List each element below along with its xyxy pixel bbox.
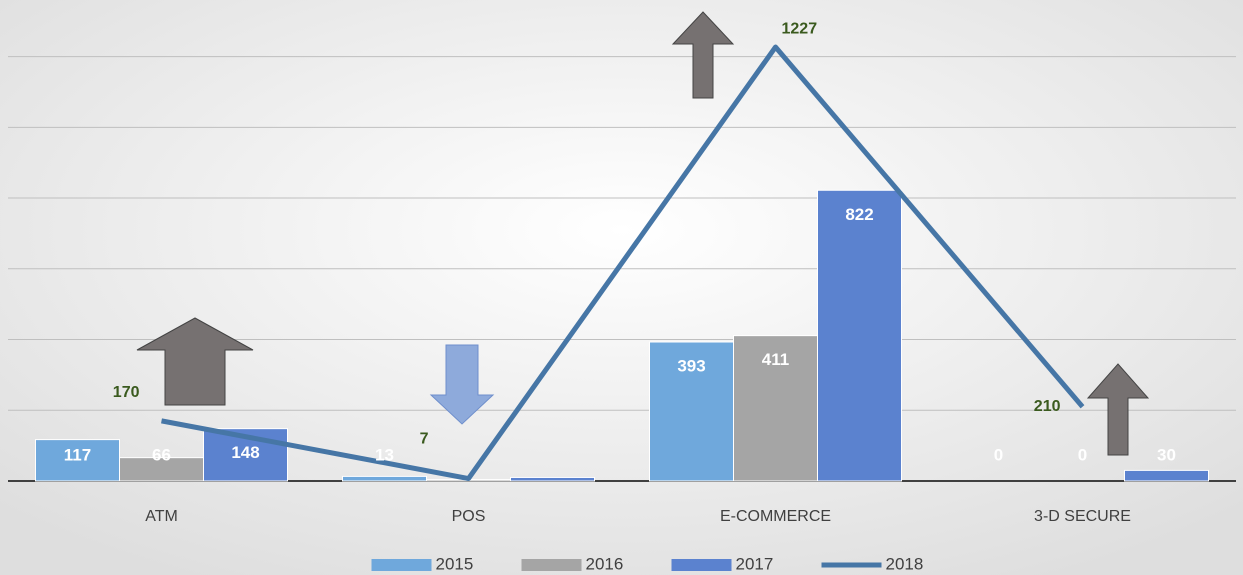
x-tick-label: E-COMMERCE [720,508,831,525]
data-label: 393 [677,356,705,375]
arrows [136,11,1150,456]
bar [203,428,288,482]
legend-swatch [521,559,582,571]
legend-label: 2015 [436,554,474,573]
data-label: 117 [64,445,91,464]
data-label: 822 [845,205,873,224]
data-label: 7 [420,431,429,448]
bar [649,341,734,482]
bar [817,189,902,482]
bar [510,476,595,482]
line [161,44,1085,482]
legend-swatch [371,559,432,571]
data-label: 0 [994,445,1003,464]
bar [1124,469,1209,482]
data-label: 13 [375,445,394,464]
data-label: 66 [152,445,171,464]
legend-label: 2016 [586,554,624,573]
data-label: 411 [762,350,789,369]
data-label: 1227 [782,20,818,37]
data-label: 30 [1157,445,1176,464]
data-label: 210 [1034,398,1061,415]
legend-label: 2017 [736,554,774,573]
bar [35,439,120,482]
bar [342,475,427,482]
legend-label: 2018 [886,554,924,573]
x-tick-label: POS [452,508,486,525]
data-label: 170 [113,384,140,401]
bar [733,335,818,482]
x-tick-label: ATM [145,508,178,525]
legend-swatch [671,559,732,571]
data-label: 0 [1078,445,1087,464]
data-label: 148 [231,443,259,462]
x-tick-label: 3-D SECURE [1034,508,1131,525]
